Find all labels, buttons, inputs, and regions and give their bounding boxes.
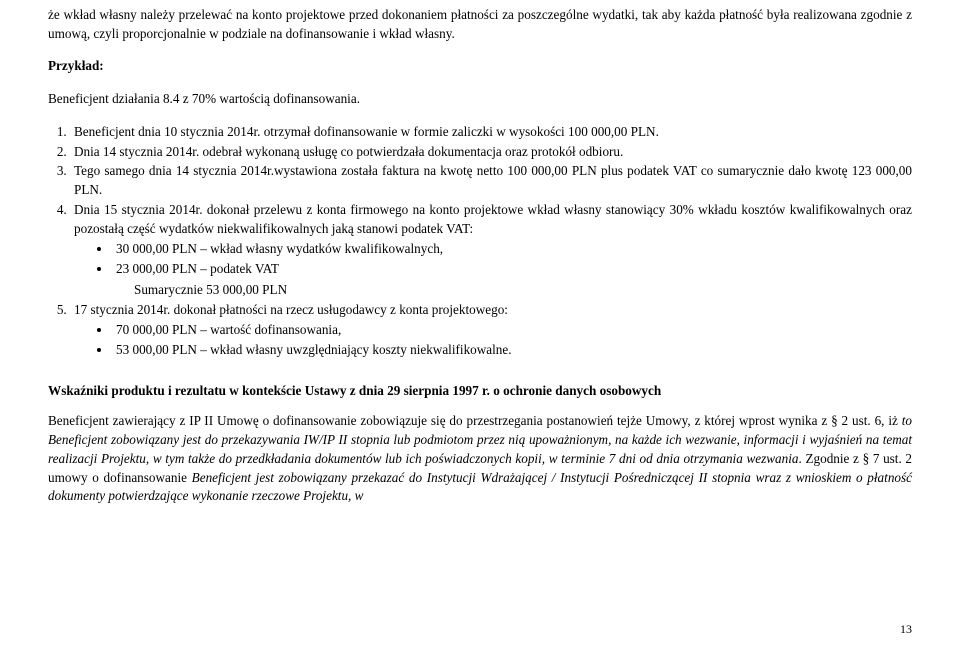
bullet-list: 30 000,00 PLN – wkład własny wydatków kw…	[74, 240, 912, 278]
bullet-item: 30 000,00 PLN – wkład własny wydatków kw…	[112, 240, 912, 259]
sum-line: Sumarycznie 53 000,00 PLN	[134, 281, 912, 300]
bullet-item: 23 000,00 PLN – podatek VAT	[112, 260, 912, 279]
list-item: Beneficjent dnia 10 stycznia 2014r. otrz…	[70, 123, 912, 142]
body-text-plain: Beneficjent zawierający z IP II Umowę o …	[48, 413, 902, 428]
bullet-item: 70 000,00 PLN – wartość dofinansowania,	[112, 321, 912, 340]
example-sentence: Beneficjent działania 8.4 z 70% wartości…	[48, 90, 912, 109]
bullet-list: 70 000,00 PLN – wartość dofinansowania, …	[74, 321, 912, 359]
example-label: Przykład:	[48, 57, 912, 76]
list-item: Dnia 15 stycznia 2014r. dokonał przelewu…	[70, 201, 912, 300]
section-heading: Wskaźniki produktu i rezultatu w kontekś…	[48, 382, 912, 401]
list-item: Dnia 14 stycznia 2014r. odebrał wykonaną…	[70, 143, 912, 162]
document-page: że wkład własny należy przelewać na kont…	[0, 0, 960, 506]
list-item: 17 stycznia 2014r. dokonał płatności na …	[70, 301, 912, 360]
numbered-list: Beneficjent dnia 10 stycznia 2014r. otrz…	[48, 123, 912, 360]
list-item: Tego samego dnia 14 stycznia 2014r.wysta…	[70, 162, 912, 199]
list-item-text: Dnia 15 stycznia 2014r. dokonał przelewu…	[74, 202, 912, 236]
page-number: 13	[900, 622, 912, 637]
bullet-item: 53 000,00 PLN – wkład własny uwzględniaj…	[112, 341, 912, 360]
list-item-text: 17 stycznia 2014r. dokonał płatności na …	[74, 302, 508, 317]
intro-paragraph: że wkład własny należy przelewać na kont…	[48, 6, 912, 43]
body-paragraph: Beneficjent zawierający z IP II Umowę o …	[48, 412, 912, 506]
